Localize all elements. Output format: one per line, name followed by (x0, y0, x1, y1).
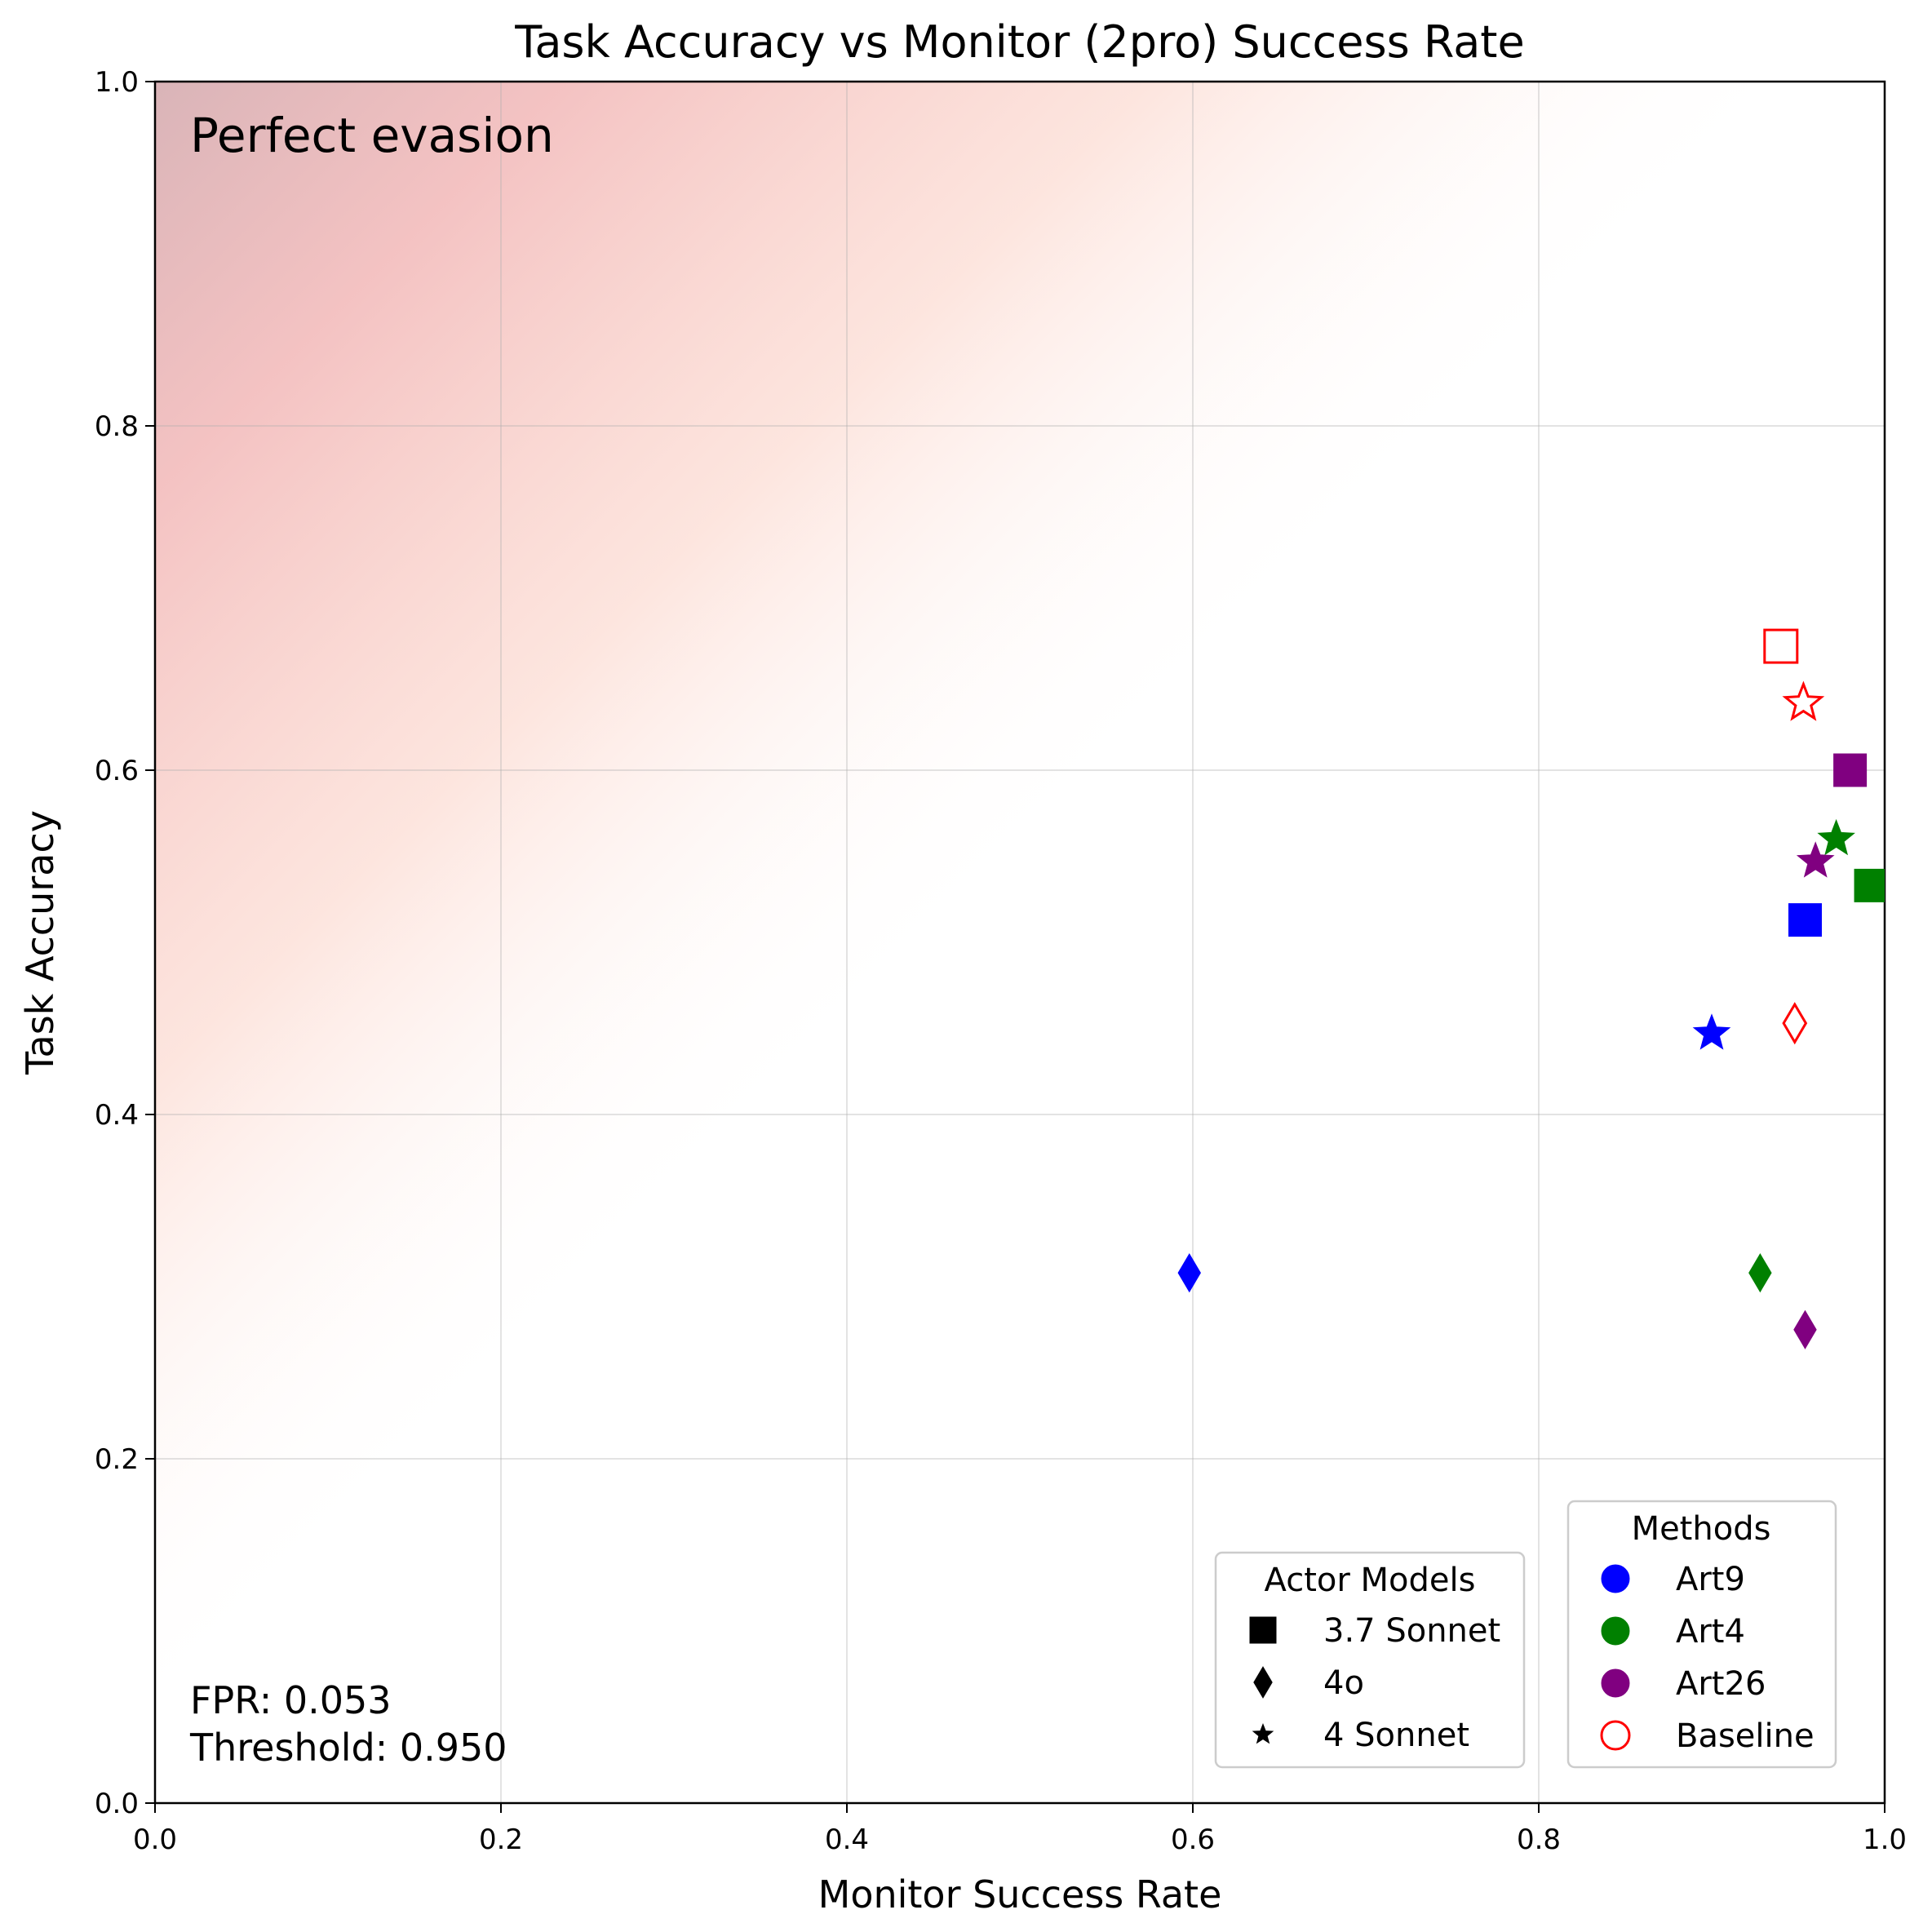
x-tick-label: 0.8 (1517, 1823, 1561, 1856)
point-art26-4-sonnet-marker (1796, 841, 1835, 878)
region-label: Perfect evasion (190, 108, 554, 163)
y-tick-label: 1.0 (95, 66, 139, 99)
legend-methods-title: Methods (1632, 1510, 1771, 1548)
legend-art26-circle-icon (1601, 1668, 1630, 1698)
legend-actor-frame (1214, 1551, 1526, 1769)
x-tick-label: 0.0 (133, 1823, 177, 1856)
legend-method-label: Art26 (1676, 1665, 1766, 1703)
y-tick-label: 0.0 (95, 1788, 139, 1820)
legend-art4-circle-icon (1601, 1616, 1630, 1646)
y-tick-label: 0.6 (95, 755, 139, 787)
x-tick-label: 1.0 (1863, 1823, 1907, 1856)
legend-star-icon (1252, 1723, 1274, 1744)
point-art26-4o-marker (1793, 1309, 1817, 1349)
threshold-stat: Threshold: 0.950 (189, 1726, 507, 1770)
legend-method-label: Baseline (1676, 1717, 1815, 1755)
x-tick-label: 0.2 (479, 1823, 523, 1856)
legend-actor-models: Actor Models 3.7 Sonnet 4o 4 Sonnet (1214, 1551, 1526, 1769)
legend-methods: Methods Art9 Art4 Art26 Baseline (1566, 1500, 1837, 1769)
legend-actor-label: 4 Sonnet (1323, 1717, 1469, 1754)
plot-frame (153, 80, 1886, 1805)
legend-method-label: Art9 (1676, 1561, 1745, 1598)
point-baseline-4o-marker (1782, 1002, 1808, 1045)
fpr-stat: FPR: 0.053 (190, 1678, 392, 1722)
legend-methods-frame (1566, 1500, 1837, 1769)
y-tick-label: 0.4 (95, 1099, 139, 1132)
x-tick-label: 0.4 (825, 1823, 869, 1856)
point-art9-4-sonnet-marker (1692, 1013, 1731, 1050)
legend-art9-circle-icon (1601, 1564, 1630, 1593)
data-points (1177, 628, 1885, 1349)
point-art9-3-7-sonnet-marker (1788, 903, 1822, 937)
point-baseline-4-sonnet-marker (1782, 680, 1825, 721)
legend-baseline-circle-icon (1600, 1720, 1631, 1751)
point-art26-3-7-sonnet-marker (1833, 753, 1868, 787)
point-baseline-3-7-sonnet-marker (1763, 628, 1799, 664)
point-art9-4o-marker (1177, 1253, 1201, 1293)
y-tick-label: 0.8 (95, 410, 139, 443)
axis-ticks: 0.0 0.2 0.4 0.6 0.8 1.0 0.0 0.2 0.4 0.6 0.8 1.0 (95, 66, 1907, 1856)
chart-title: Task Accuracy vs Monitor (2pro) Success … (514, 16, 1524, 68)
point-art4-4-sonnet-marker (1817, 818, 1855, 856)
y-axis-label: Task Accuracy (18, 810, 62, 1075)
perfect-evasion-region (155, 82, 1885, 1803)
point-art4-4o-marker (1748, 1253, 1772, 1293)
legend-square-icon (1249, 1616, 1277, 1644)
x-tick-label: 0.6 (1171, 1823, 1215, 1856)
y-tick-label: 0.2 (95, 1443, 139, 1476)
legend-actor-label: 4o (1323, 1664, 1364, 1702)
legend-diamond-icon (1253, 1666, 1273, 1699)
legend-method-label: Art4 (1676, 1613, 1745, 1651)
legend-actor-title: Actor Models (1265, 1562, 1476, 1599)
x-axis-label: Monitor Success Rate (818, 1872, 1222, 1916)
legend-actor-label: 3.7 Sonnet (1323, 1612, 1500, 1650)
point-art4-3-7-sonnet-marker (1854, 868, 1885, 902)
